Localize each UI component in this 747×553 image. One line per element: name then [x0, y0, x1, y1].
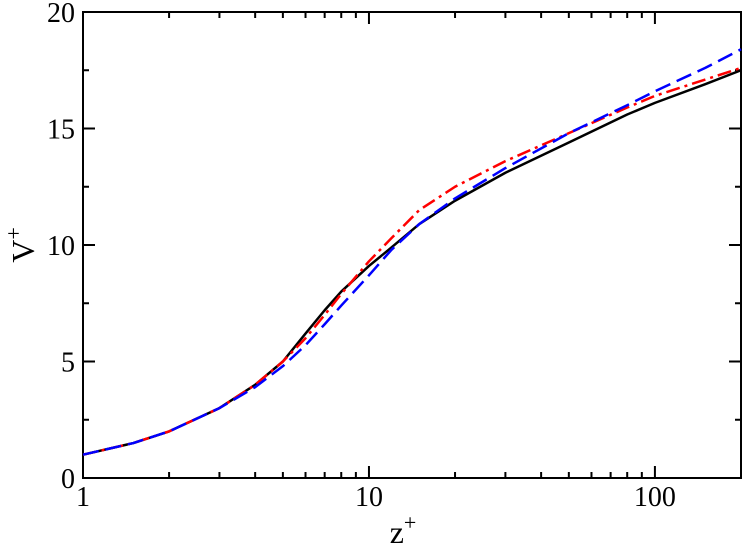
- x-axis-label-text: z: [390, 514, 404, 548]
- y-tick-label: 20: [47, 0, 75, 29]
- x-axis-label-superscript: +: [404, 510, 416, 535]
- x-tick-label: 100: [634, 482, 676, 513]
- series-line-1-solid: [82, 69, 742, 456]
- axis-ticks: 0 5 10 15 20 1 10 100: [47, 0, 741, 513]
- y-axis-label-superscript: +: [1, 227, 26, 239]
- y-axis-label-text: V: [5, 240, 41, 263]
- y-tick-label: 5: [61, 348, 75, 379]
- y-tick-label: 10: [47, 231, 75, 262]
- x-tick-label: 10: [355, 482, 383, 513]
- y-axis-label: V+: [1, 227, 41, 263]
- series-line-2-dash-dot: [82, 66, 742, 456]
- plot-frame: [82, 11, 742, 479]
- series-layer: [82, 48, 742, 456]
- x-axis-label: z+: [390, 510, 417, 548]
- y-tick-label: 15: [47, 115, 75, 146]
- x-tick-label: 1: [76, 482, 90, 513]
- y-tick-label: 0: [61, 464, 75, 495]
- series-line-3-dashed: [82, 48, 742, 456]
